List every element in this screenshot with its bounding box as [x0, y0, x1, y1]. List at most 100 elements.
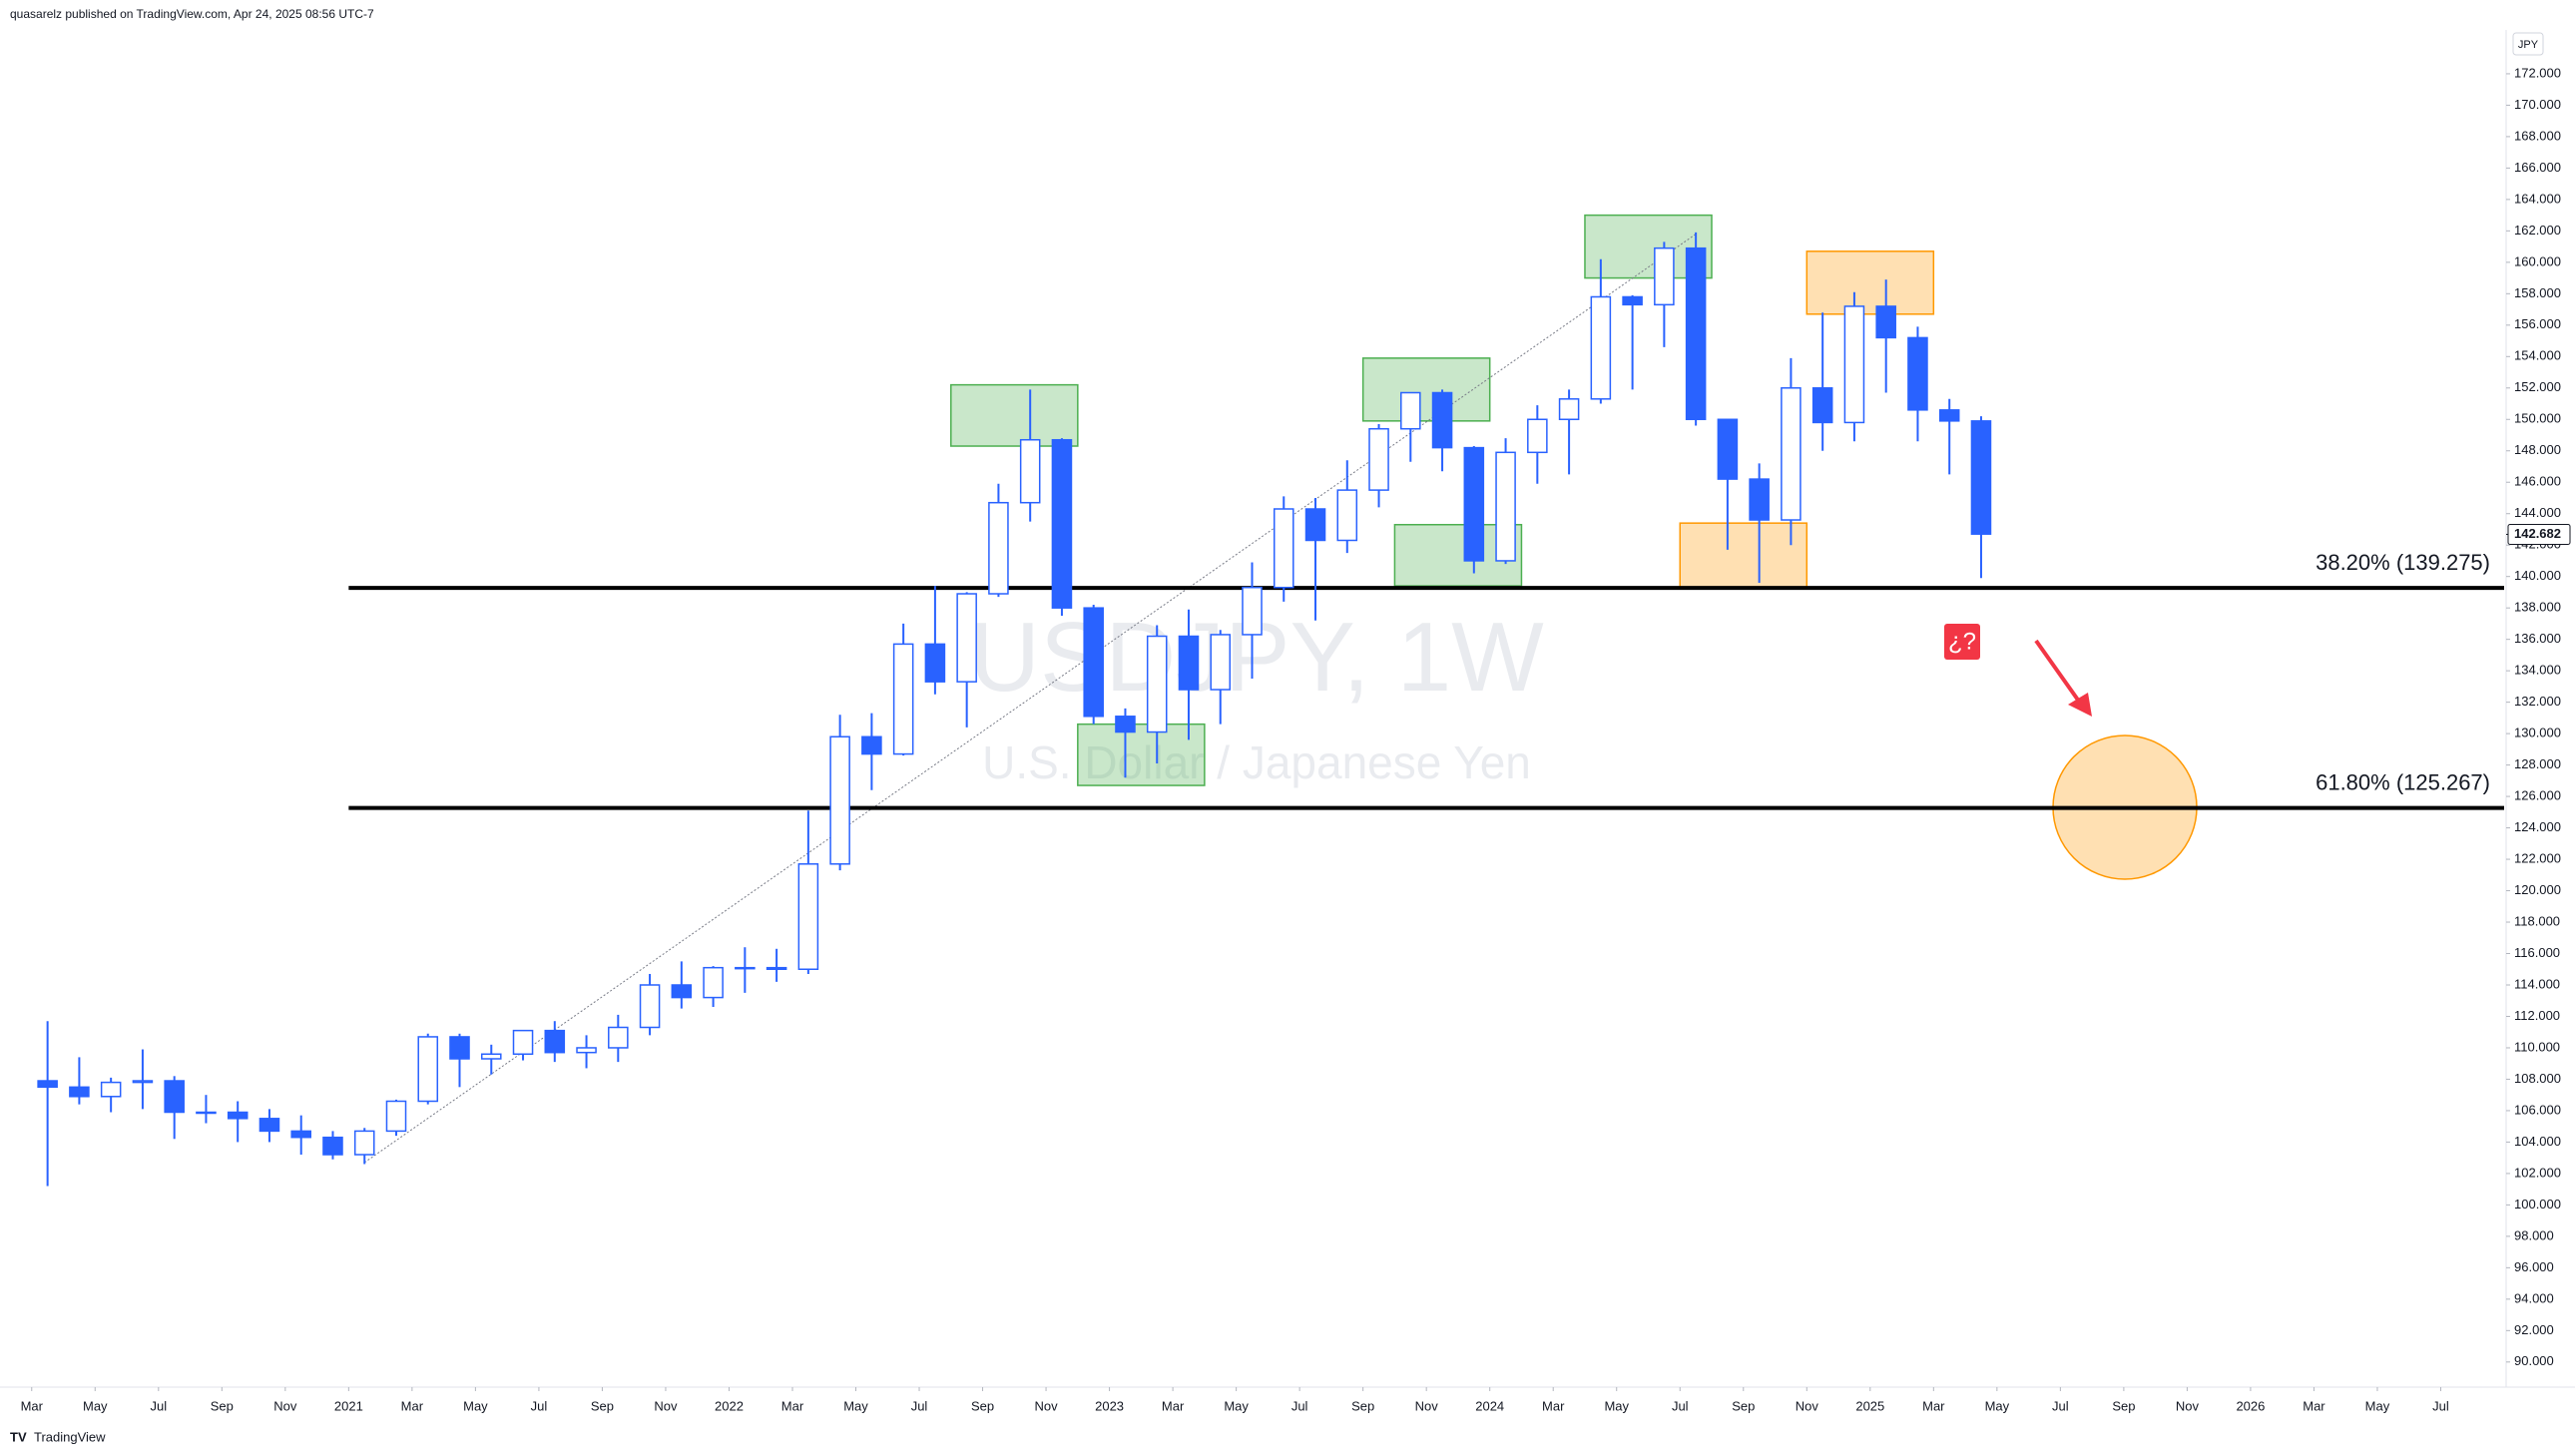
unit-box [2512, 32, 2544, 56]
footer: TV TradingView [10, 1429, 106, 1444]
candle-body [196, 1111, 217, 1115]
candle-body [258, 1118, 280, 1133]
candle-body [988, 501, 1009, 595]
candle-body [1083, 607, 1104, 718]
candle-body [703, 966, 724, 999]
last-price-label: 142.682 [2514, 526, 2561, 541]
zone [1361, 357, 1491, 422]
last-price-box [2507, 523, 2571, 545]
y-tick-label: 90.000 [2514, 1353, 2554, 1368]
y-tick-label: 116.000 [2514, 945, 2560, 960]
marker-box [1944, 624, 1980, 660]
x-tick-label: Nov [1796, 1398, 1819, 1413]
candle-body [1019, 438, 1041, 504]
x-tick-label: Nov [2176, 1398, 2200, 1413]
candle-body [1843, 305, 1865, 424]
candle-body [1558, 398, 1580, 421]
candle-body [1368, 427, 1389, 491]
x-tick-label: Jul [2052, 1398, 2069, 1413]
x-tick-label: Mar [781, 1398, 804, 1413]
y-tick-label: 164.000 [2514, 191, 2561, 206]
candle-body [639, 984, 661, 1029]
candle-body [1178, 635, 1200, 691]
zone [1805, 250, 1935, 315]
x-tick-label: Sep [211, 1398, 234, 1413]
candle-body [1400, 391, 1421, 430]
x-tick-label: 2026 [2236, 1398, 2265, 1413]
candle-body [892, 643, 914, 755]
x-tick-label: Mar [21, 1398, 44, 1413]
candle-body [1875, 305, 1896, 339]
candle-body [797, 863, 819, 971]
x-tick-label: May [1985, 1398, 2010, 1413]
candle-body [608, 1026, 629, 1049]
zone [1077, 723, 1206, 786]
y-tick-label: 136.000 [2514, 631, 2561, 646]
y-tick-label: 130.000 [2514, 726, 2561, 740]
header: quasarelz published on TradingView.com, … [10, 7, 374, 21]
y-tick-label: 118.000 [2514, 913, 2560, 928]
candle-body [37, 1080, 58, 1089]
x-tick-label: Sep [971, 1398, 994, 1413]
candle-body [1304, 508, 1326, 542]
candle-body [1146, 635, 1168, 733]
x-tick-label: May [83, 1398, 108, 1413]
y-tick-label: 114.000 [2514, 976, 2560, 991]
x-tick-label: Nov [1415, 1398, 1439, 1413]
candle-body [1115, 716, 1136, 733]
candle-body [924, 643, 946, 683]
candle-body [735, 966, 756, 970]
arrow-shaft [2034, 639, 2084, 708]
candle-body [1590, 295, 1612, 400]
x-tick-label: Sep [1732, 1398, 1755, 1413]
y-tick-label: 158.000 [2514, 285, 2561, 300]
zone [950, 383, 1079, 447]
x-tick-label: Jul [1291, 1398, 1308, 1413]
y-tick-label: 160.000 [2514, 253, 2561, 268]
y-tick-label: 92.000 [2514, 1322, 2554, 1337]
y-tick-label: 172.000 [2514, 65, 2561, 80]
candle-body [1938, 409, 1960, 422]
candle-body [132, 1080, 154, 1084]
candle-body [829, 735, 850, 865]
x-tick-label: Nov [273, 1398, 297, 1413]
y-tick-label: 132.000 [2514, 694, 2561, 709]
unit-label: JPY [2518, 39, 2539, 51]
y-tick-label: 100.000 [2514, 1197, 2561, 1212]
y-tick-label: 166.000 [2514, 160, 2561, 175]
y-tick-label: 170.000 [2514, 97, 2561, 112]
y-tick-label: 146.000 [2514, 474, 2561, 489]
x-tick-label: Nov [654, 1398, 678, 1413]
candle-body [1749, 478, 1770, 521]
x-tick-label: Jul [911, 1398, 928, 1413]
candle-body [1717, 418, 1739, 480]
candle-body [1463, 446, 1485, 562]
candle-body [290, 1130, 311, 1139]
candle-body [417, 1036, 439, 1103]
candle-body [1210, 634, 1232, 691]
y-tick-label: 126.000 [2514, 788, 2561, 803]
x-tick-label: Mar [1542, 1398, 1565, 1413]
plot: 38.20% (139.275) 61.80% (125.267) [37, 214, 2504, 1187]
y-tick-label: 102.000 [2514, 1165, 2561, 1180]
candle-body [956, 593, 977, 683]
candle-body [1495, 451, 1516, 562]
y-tick-label: 134.000 [2514, 663, 2561, 678]
x-tick-label: Mar [1162, 1398, 1185, 1413]
y-tick-label: 98.000 [2514, 1227, 2554, 1242]
x-tick-label: Jul [150, 1398, 167, 1413]
zone [1679, 522, 1808, 589]
candle-body [1273, 508, 1294, 589]
candle-body [449, 1036, 470, 1060]
x-tick-label: Sep [591, 1398, 614, 1413]
candle-body [1907, 336, 1928, 411]
trendline [363, 234, 1697, 1164]
y-tick-label: 124.000 [2514, 819, 2561, 834]
y-tick-label: 162.000 [2514, 223, 2561, 238]
x-tick-label: May [1224, 1398, 1249, 1413]
watermark-subtitle: U.S. Dollar / Japanese Yen [982, 736, 1531, 788]
footer-text: TradingView [34, 1429, 106, 1444]
candle-body [1970, 420, 1992, 535]
